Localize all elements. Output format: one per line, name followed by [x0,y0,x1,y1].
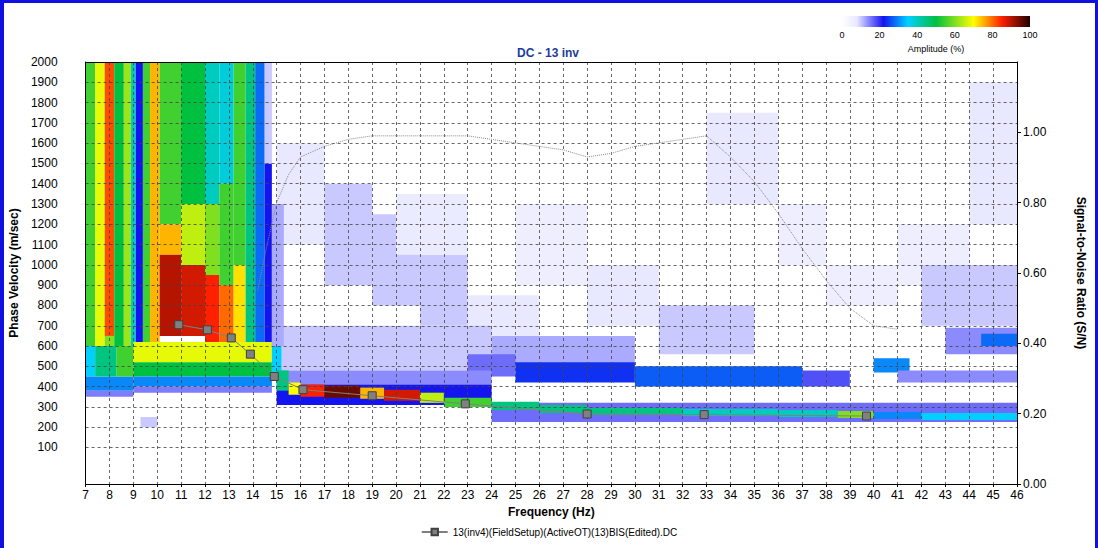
svg-text:800: 800 [38,298,58,312]
svg-text:1500: 1500 [31,156,58,170]
svg-text:16: 16 [294,488,308,502]
svg-text:22: 22 [437,488,451,502]
svg-text:33: 33 [700,488,714,502]
svg-text:0.60: 0.60 [1023,266,1047,280]
svg-text:Phase Velocity (m/sec): Phase Velocity (m/sec) [7,208,21,337]
svg-text:1000: 1000 [31,258,58,272]
svg-text:20: 20 [389,488,403,502]
svg-text:40: 40 [867,488,881,502]
svg-text:0.40: 0.40 [1023,336,1047,350]
svg-text:100: 100 [38,440,58,454]
svg-text:29: 29 [604,488,618,502]
svg-text:1600: 1600 [31,136,58,150]
svg-text:80: 80 [987,30,997,40]
svg-text:30: 30 [628,488,642,502]
svg-text:17: 17 [318,488,332,502]
svg-text:600: 600 [38,339,58,353]
svg-text:46: 46 [1010,488,1024,502]
svg-text:12: 12 [198,488,212,502]
svg-text:DC - 13 inv: DC - 13 inv [517,46,579,60]
svg-text:2000: 2000 [31,55,58,69]
svg-text:300: 300 [38,400,58,414]
svg-text:1.00: 1.00 [1023,125,1047,139]
svg-text:15: 15 [270,488,284,502]
svg-text:400: 400 [38,380,58,394]
svg-text:14: 14 [246,488,260,502]
svg-text:27: 27 [557,488,571,502]
svg-text:21: 21 [413,488,427,502]
svg-text:43: 43 [939,488,953,502]
svg-text:25: 25 [509,488,523,502]
svg-text:38: 38 [819,488,833,502]
svg-text:Amplitude (%): Amplitude (%) [908,44,965,54]
svg-text:0: 0 [839,30,844,40]
svg-text:42: 42 [915,488,929,502]
svg-text:900: 900 [38,278,58,292]
svg-text:41: 41 [891,488,905,502]
svg-text:0.20: 0.20 [1023,407,1047,421]
svg-text:35: 35 [748,488,762,502]
svg-text:1300: 1300 [31,197,58,211]
svg-text:32: 32 [676,488,690,502]
svg-text:Frequency (Hz): Frequency (Hz) [508,505,595,519]
svg-text:60: 60 [950,30,960,40]
svg-text:44: 44 [963,488,977,502]
svg-text:36: 36 [771,488,785,502]
svg-text:39: 39 [843,488,857,502]
svg-text:24: 24 [485,488,499,502]
svg-text:34: 34 [724,488,738,502]
svg-text:20: 20 [875,30,885,40]
svg-text:23: 23 [461,488,475,502]
svg-text:10: 10 [151,488,165,502]
svg-text:8: 8 [106,488,113,502]
svg-text:100: 100 [1022,30,1037,40]
svg-text:1900: 1900 [31,75,58,89]
svg-text:Signal-to-Noise Ratio (S/N): Signal-to-Noise Ratio (S/N) [1074,197,1088,350]
svg-text:1700: 1700 [31,116,58,130]
svg-text:19: 19 [366,488,380,502]
svg-text:13(inv4)(FieldSetup)(ActiveOT): 13(inv4)(FieldSetup)(ActiveOT)(13)BIS(Ed… [453,527,678,538]
svg-text:9: 9 [130,488,137,502]
svg-text:200: 200 [38,420,58,434]
svg-text:37: 37 [795,488,809,502]
svg-text:45: 45 [986,488,1000,502]
svg-text:1800: 1800 [31,96,58,110]
svg-text:28: 28 [580,488,594,502]
svg-text:40: 40 [912,30,922,40]
svg-text:1400: 1400 [31,177,58,191]
svg-text:13: 13 [222,488,236,502]
svg-text:700: 700 [38,319,58,333]
svg-text:18: 18 [342,488,356,502]
svg-text:1200: 1200 [31,217,58,231]
svg-text:11: 11 [175,488,188,502]
svg-text:0.80: 0.80 [1023,196,1047,210]
svg-text:1100: 1100 [32,238,58,252]
svg-text:7: 7 [82,488,89,502]
svg-text:0.00: 0.00 [1023,477,1047,491]
svg-text:26: 26 [533,488,547,502]
svg-text:500: 500 [38,359,58,373]
svg-text:31: 31 [652,488,666,502]
